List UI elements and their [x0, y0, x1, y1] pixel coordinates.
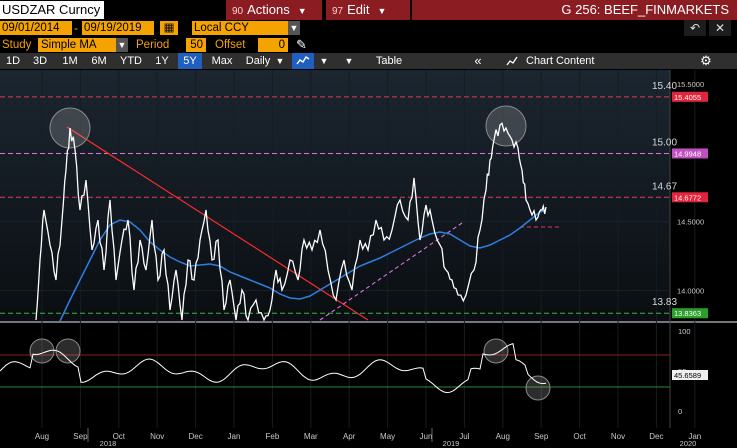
end-date-field[interactable]: 09/19/2019	[82, 21, 154, 35]
highlight-circle	[29, 338, 55, 364]
currency-select[interactable]: Local CCY	[192, 21, 288, 35]
main-panel	[0, 70, 670, 321]
x-month-label: May	[380, 432, 395, 441]
indicator-y-tick: 100	[678, 327, 691, 336]
x-month-label: Apr	[343, 432, 356, 441]
edit-menu[interactable]: 97 Edit ▼	[326, 0, 410, 20]
period-field[interactable]: 50	[186, 38, 206, 52]
y-tick-label: 14.0000	[677, 287, 704, 296]
indicator-panel	[0, 323, 670, 428]
highlight-circle	[485, 105, 527, 147]
level-tag-text: 14.6772	[674, 193, 701, 202]
indicator-value-tag	[672, 370, 708, 380]
range-1d[interactable]: 1D	[5, 55, 21, 67]
offset-label: Offset	[215, 39, 246, 51]
security-field[interactable]: USDZAR Curncy	[0, 1, 104, 19]
x-month-label: Jul	[459, 432, 469, 441]
chevron-down-icon[interactable]: ▼	[344, 56, 354, 66]
actions-number: 90	[232, 6, 244, 17]
x-month-label: Dec	[188, 432, 202, 441]
price-chart[interactable]: Aug Sep Oct Nov Dec Jan Feb Mar Apr May Jun Jul Aug S…	[0, 70, 737, 448]
price-line	[35, 122, 547, 322]
frequency-select[interactable]: Daily	[245, 55, 271, 67]
level-label: 15.40	[652, 81, 677, 92]
x-month-label: Jan	[228, 432, 241, 441]
range-1m[interactable]: 1M	[62, 55, 78, 67]
x-month-label: Dec	[649, 432, 663, 441]
actions-menu[interactable]: 90 Actions ▼	[226, 0, 322, 20]
undo-icon[interactable]: ↶	[684, 20, 706, 36]
chevron-down-icon[interactable]: ▼	[275, 56, 285, 66]
uptrend-line	[319, 222, 463, 321]
x-month-label: Nov	[150, 432, 164, 441]
actions-label: Actions	[247, 2, 290, 17]
x-year-label: 2018	[100, 439, 117, 448]
x-year-label: 2020	[680, 439, 697, 448]
pencil-icon[interactable]: ✎	[296, 37, 307, 52]
offset-field[interactable]: 0	[258, 38, 288, 52]
level-label: 13.83	[652, 297, 677, 308]
chart-content-icon[interactable]	[506, 53, 518, 69]
chevron-down-icon: ▼	[297, 6, 307, 16]
y-tick-label: 15.5000	[677, 80, 704, 89]
level-tag-text: 15.4055	[674, 93, 701, 102]
line-chart-icon[interactable]	[292, 53, 314, 69]
date-separator: -	[74, 21, 78, 35]
level-tag	[672, 308, 708, 319]
indicator-value-text: 45.6589	[674, 371, 701, 380]
moving-average-line	[59, 209, 547, 322]
study-label: Study	[2, 39, 32, 51]
edit-number: 97	[332, 6, 344, 17]
collapse-icon[interactable]: «	[474, 53, 482, 68]
chevron-down-icon[interactable]: ▼	[116, 38, 128, 52]
x-month-label: Mar	[304, 432, 318, 441]
range-3d[interactable]: 3D	[32, 55, 48, 67]
start-date-field[interactable]: 09/01/2014	[0, 21, 72, 35]
x-month-label: Jun	[420, 432, 433, 441]
gear-icon[interactable]: ⚙	[700, 53, 712, 68]
highlight-circle	[483, 338, 509, 364]
x-month-label: Oct	[573, 432, 586, 441]
oscillator-line	[0, 343, 547, 394]
highlight-circle	[525, 375, 551, 401]
x-month-label: Jan	[688, 432, 701, 441]
chevron-down-icon[interactable]: ▼	[288, 21, 300, 35]
study-select[interactable]: Simple MA	[38, 38, 116, 52]
range-5y[interactable]: 5Y	[178, 53, 202, 69]
axis-labels: Aug Sep Oct Nov Dec Jan Feb Mar Apr May Jun Jul Aug S…	[35, 80, 708, 448]
chart-content-button[interactable]: Chart Content	[526, 55, 595, 67]
x-month-label: Aug	[496, 432, 510, 441]
level-label: 14.67	[652, 181, 677, 192]
level-label: 15.00	[652, 137, 677, 148]
period-label: Period	[136, 39, 170, 51]
chevron-down-icon[interactable]: ▼	[319, 56, 329, 66]
x-month-label: Nov	[611, 432, 625, 441]
x-month-label: Feb	[266, 432, 280, 441]
level-tag	[672, 148, 708, 159]
x-month-label: Oct	[113, 432, 126, 441]
edit-label: Edit	[347, 2, 370, 17]
x-month-label: Sep	[534, 432, 549, 441]
x-year-label: 2019	[443, 439, 460, 448]
range-6m[interactable]: 6M	[91, 55, 107, 67]
level-tag-text: 14.9948	[674, 149, 701, 158]
downtrend-line	[66, 126, 369, 321]
range-ytd[interactable]: YTD	[120, 55, 142, 67]
level-tag	[672, 91, 708, 102]
close-icon[interactable]: ✕	[709, 20, 731, 36]
y-tick-label: 14.5000	[677, 218, 704, 227]
chevron-down-icon: ▼	[377, 6, 387, 16]
indicator-y-tick: 0	[678, 407, 682, 416]
horizontal-levels	[0, 96, 670, 388]
x-month-label: Aug	[35, 432, 49, 441]
range-1y[interactable]: 1Y	[155, 55, 169, 67]
level-tag	[672, 192, 708, 203]
table-button[interactable]: Table	[375, 55, 403, 67]
page-title: G 256: BEEF_FINMARKETS	[412, 0, 737, 20]
calendar-icon[interactable]: ▦	[160, 21, 178, 35]
range-max[interactable]: Max	[211, 55, 233, 67]
x-month-label: Sep	[73, 432, 88, 441]
level-tag-text: 13.8363	[674, 309, 701, 318]
